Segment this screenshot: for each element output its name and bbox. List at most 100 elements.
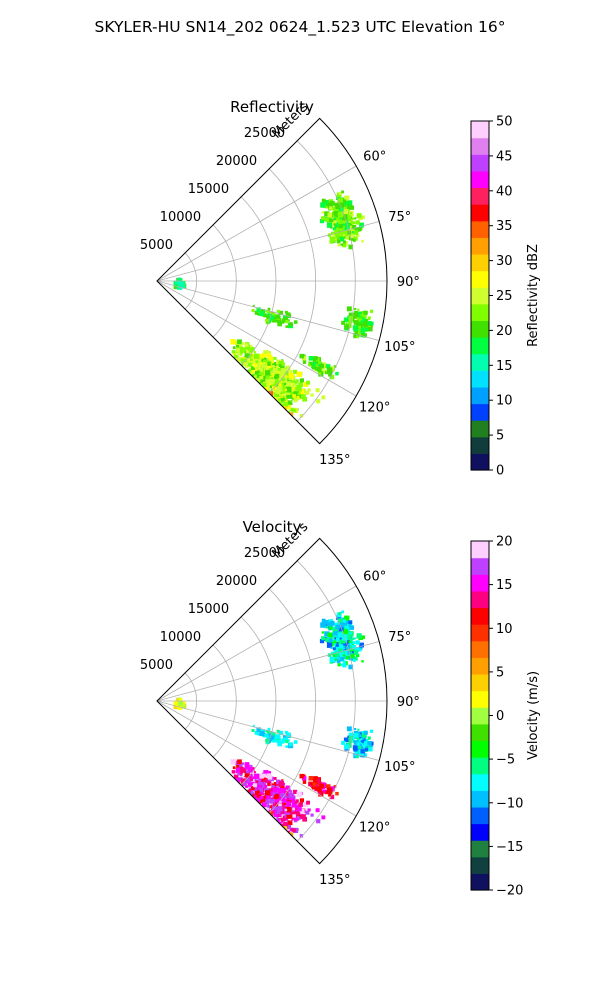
echo-pixel [349, 632, 352, 635]
echo-pixel [313, 359, 318, 364]
echo-pixel [359, 743, 362, 747]
echo-pixel [265, 808, 269, 812]
echo-pixel [351, 645, 357, 650]
echo-pixel [338, 198, 344, 204]
echo-pixel [265, 309, 268, 313]
echo-pixel [354, 227, 360, 232]
echo-pixel [349, 625, 354, 630]
colorbar-swatch [471, 436, 489, 454]
echo-pixel [302, 780, 307, 784]
echo-pixel [289, 814, 294, 819]
echo-pixel [277, 321, 282, 327]
echo-pixel [273, 357, 277, 360]
echo-pixel [285, 310, 288, 314]
echo-pixel [333, 626, 337, 631]
echo-pixel [346, 208, 350, 212]
echo-pixel [266, 730, 270, 734]
echo-pixel [267, 307, 271, 311]
echo-pixel [272, 373, 276, 377]
echo-pixel [358, 325, 361, 329]
echo-pixel [238, 777, 243, 782]
azimuth-gridline [156, 280, 380, 341]
echo-pixel [292, 379, 296, 383]
echo-pixel [363, 321, 369, 326]
echo-pixel [293, 391, 299, 397]
echo-pixel [340, 663, 343, 666]
echo-pixel [255, 790, 259, 795]
echo-pixel [346, 306, 352, 312]
echo-pixel [291, 802, 297, 808]
echo-pixel [268, 391, 273, 396]
echo-pixel [265, 795, 270, 800]
echo-pixel [326, 642, 333, 648]
echo-pixel [350, 220, 353, 224]
echo-pixel [286, 806, 292, 813]
echo-pixel [347, 215, 352, 220]
echo-pixel [254, 373, 259, 378]
echo-pixel [262, 353, 267, 358]
echo-pixel [257, 733, 260, 736]
echo-pixel [175, 284, 179, 288]
colorbar-swatch [471, 657, 489, 675]
azimuth-gridline [156, 221, 380, 282]
echo-pixel [294, 740, 298, 744]
echo-pixel [285, 730, 288, 734]
echo-pixel [353, 236, 358, 241]
echo-pixel [282, 386, 285, 389]
range-tick-label: 15000 [188, 602, 229, 617]
echo-pixel [283, 315, 286, 318]
echo-pixel [328, 372, 332, 377]
echo-pixel [276, 309, 280, 313]
echo-pixel [236, 765, 239, 768]
echo-pixel [308, 776, 314, 781]
echo-pixel [230, 339, 236, 345]
colorbar-swatch [471, 320, 489, 338]
echo-pixel [254, 358, 259, 362]
echo-pixel [356, 633, 362, 639]
echo-pixel [340, 243, 343, 246]
echo-pixel [272, 787, 278, 793]
echo-pixel [348, 244, 354, 250]
echo-pixel [233, 354, 239, 360]
echo-pixel [356, 322, 360, 326]
echo-pixel [252, 304, 255, 307]
echo-pixel [285, 795, 288, 798]
echo-pixel [272, 319, 276, 323]
echo-pixel [335, 237, 340, 242]
colorbar-swatch [471, 856, 489, 874]
echo-pixel [253, 351, 256, 354]
echo-pixel [329, 206, 333, 210]
echo-pixel [353, 747, 357, 752]
echo-pixel [272, 802, 277, 807]
velocity-panel: Velocity 5000 10000 15000 20000 25000 60° 75° 9… [140, 518, 541, 899]
echo-pixel [262, 773, 267, 778]
echo-pixel [299, 809, 305, 815]
echo-pixel [352, 239, 356, 242]
echo-pixel [259, 795, 264, 800]
echo-pixel [239, 773, 243, 777]
echo-pixel [327, 632, 333, 638]
echo-pixel [334, 637, 337, 640]
figure-suptitle: SKYLER-HU SN14_202 0624_1.523 UTC Elevat… [95, 18, 506, 37]
echo-pixel [308, 356, 314, 361]
echo-pixel [330, 226, 333, 229]
echo-pixel [257, 364, 260, 368]
echo-pixel [298, 816, 302, 820]
echo-pixel [337, 212, 343, 218]
echo-pixel [348, 732, 354, 738]
echo-pixel [294, 320, 298, 324]
echo-pixel [305, 810, 310, 815]
echo-pixel [268, 811, 273, 816]
echo-pixel [313, 356, 318, 361]
echo-pixel [321, 618, 326, 623]
echo-pixel [289, 370, 293, 373]
echo-pixel [344, 324, 350, 330]
echo-pixel [341, 230, 347, 237]
echo-pixel [267, 782, 271, 786]
echo-pixel [354, 308, 357, 311]
echo-pixel [353, 656, 358, 661]
echo-pixel [312, 362, 316, 366]
echo-pixel [259, 353, 264, 359]
echo-pixel [361, 333, 365, 337]
echo-pixel [333, 215, 337, 219]
